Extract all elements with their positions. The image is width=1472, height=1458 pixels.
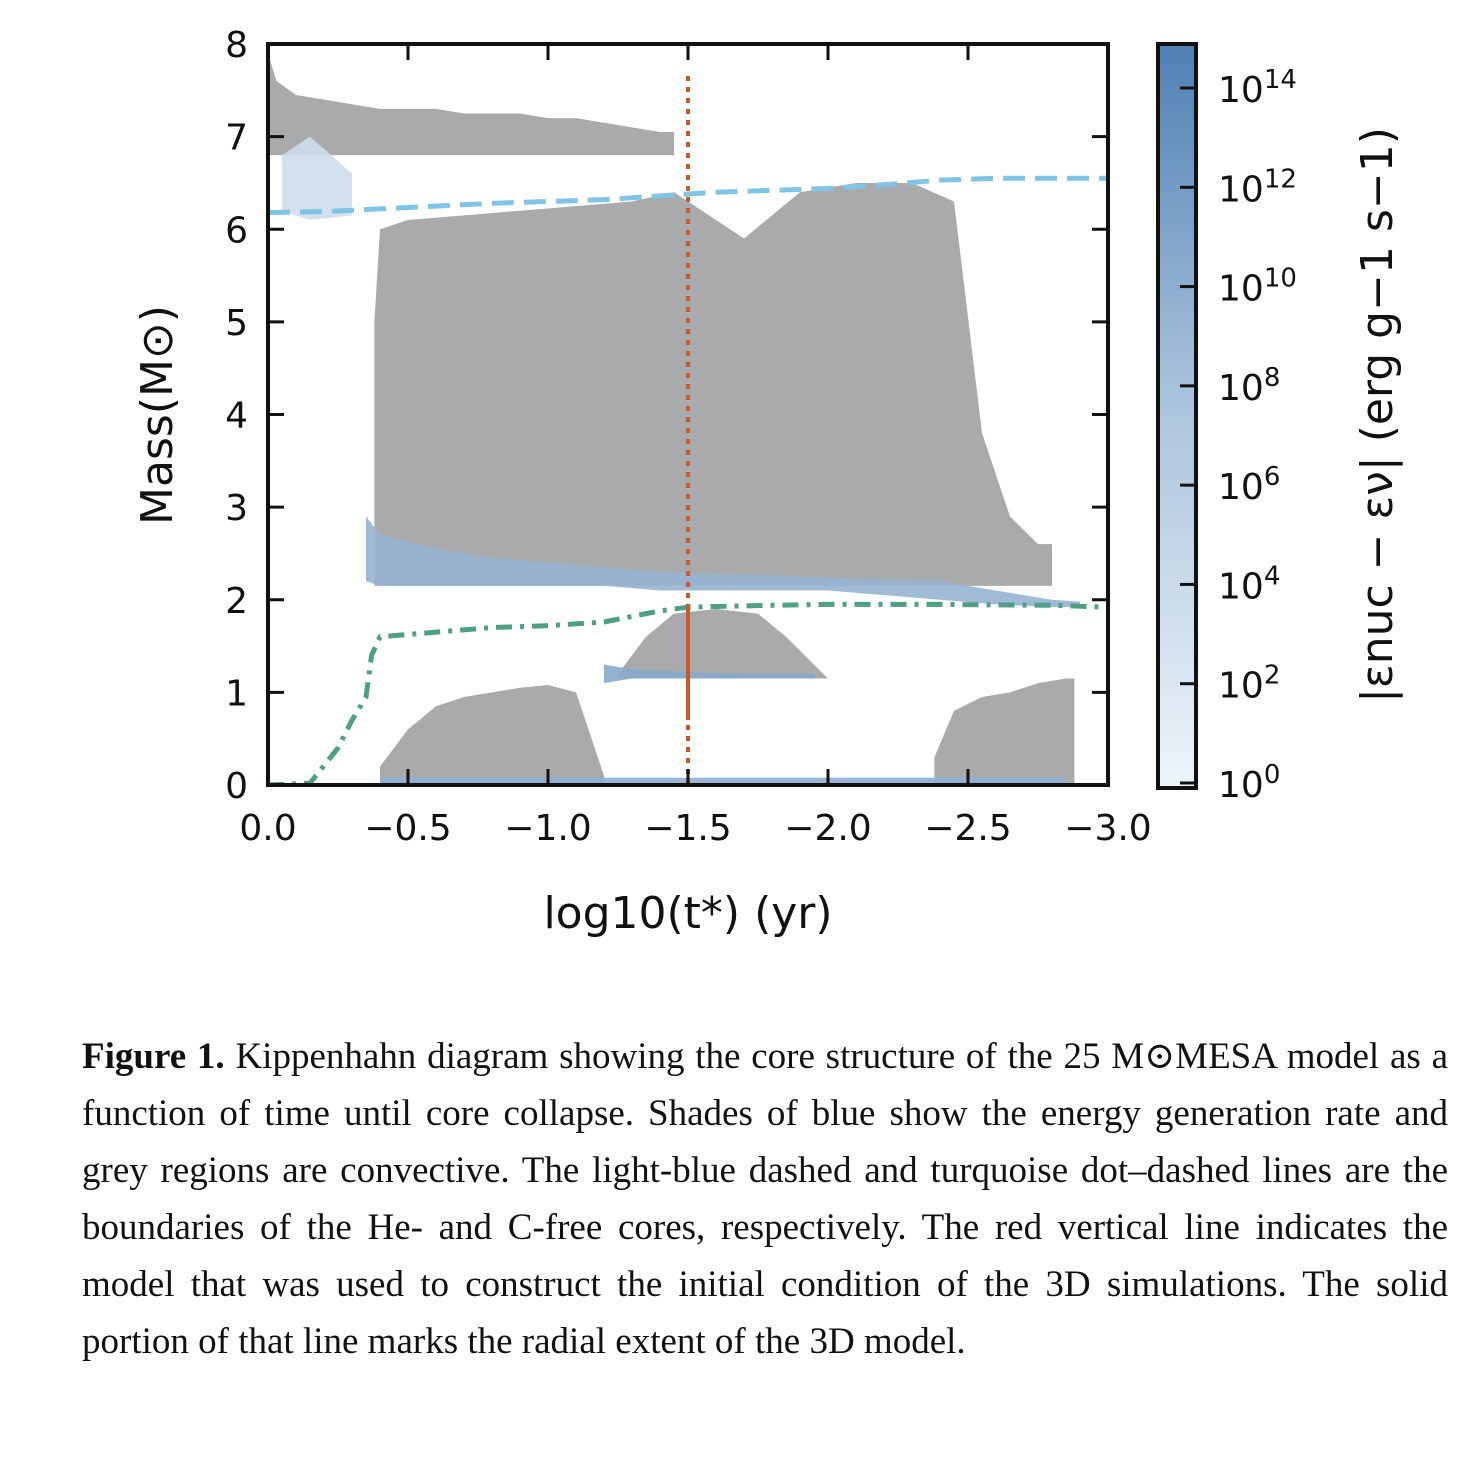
caption-text: Kippenhahn diagram showing the core stru…	[82, 1036, 1448, 1362]
colorbar-label: |εnuc − εν| (erg g−1 s−1)	[1352, 127, 1403, 703]
convective-region-4	[934, 678, 1074, 785]
colorbar-tick-label: 104	[1218, 561, 1280, 607]
x-tick-label: −2.0	[784, 808, 871, 849]
y-tick-label: 2	[225, 581, 248, 622]
plot-area	[268, 53, 1108, 785]
convective-region-3	[380, 685, 604, 785]
y-tick-label: 7	[225, 118, 248, 159]
y-tick-label: 1	[225, 673, 248, 714]
y-tick-label: 5	[225, 303, 248, 344]
y-axis-label: Mass(M⊙)	[132, 305, 183, 525]
colorbar-tick-label: 100	[1218, 760, 1280, 806]
colorbar-tick-label: 108	[1218, 363, 1280, 409]
caption-label: Figure 1.	[82, 1036, 225, 1077]
colorbar-tick-label: 106	[1218, 462, 1280, 508]
convective-region-0	[268, 53, 674, 155]
colorbar-tick-label: 1012	[1218, 164, 1297, 210]
convective-region-1	[374, 183, 1052, 586]
x-tick-label: −3.0	[1064, 808, 1151, 849]
y-tick-label: 4	[225, 396, 248, 437]
y-tick-label: 0	[225, 766, 248, 807]
figure-caption: Figure 1. Kippenhahn diagram showing the…	[82, 1028, 1448, 1370]
x-axis-label: log10(t*) (yr)	[543, 888, 832, 939]
colorbar	[1158, 44, 1196, 788]
y-tick-label: 6	[225, 210, 248, 251]
colorbar-tick-label: 102	[1218, 661, 1280, 707]
x-tick-label: −1.0	[504, 808, 591, 849]
kippenhahn-figure: 0.0 −0.5 −1.0 −1.5 −2.0 −2.5 −3.0 0 1 2 3 4 5 6 7 8 lo…	[0, 0, 1472, 1000]
x-tick-label: 0.0	[239, 808, 296, 849]
convective-region-2	[618, 609, 828, 678]
x-tick-label: −1.5	[644, 808, 731, 849]
y-tick-label: 3	[225, 488, 248, 529]
colorbar-tick-label: 1010	[1218, 264, 1297, 310]
x-tick-label: −0.5	[364, 808, 451, 849]
x-tick-label: −2.5	[924, 808, 1011, 849]
colorbar-tick-label: 1014	[1218, 65, 1297, 111]
y-tick-label: 8	[225, 25, 248, 66]
